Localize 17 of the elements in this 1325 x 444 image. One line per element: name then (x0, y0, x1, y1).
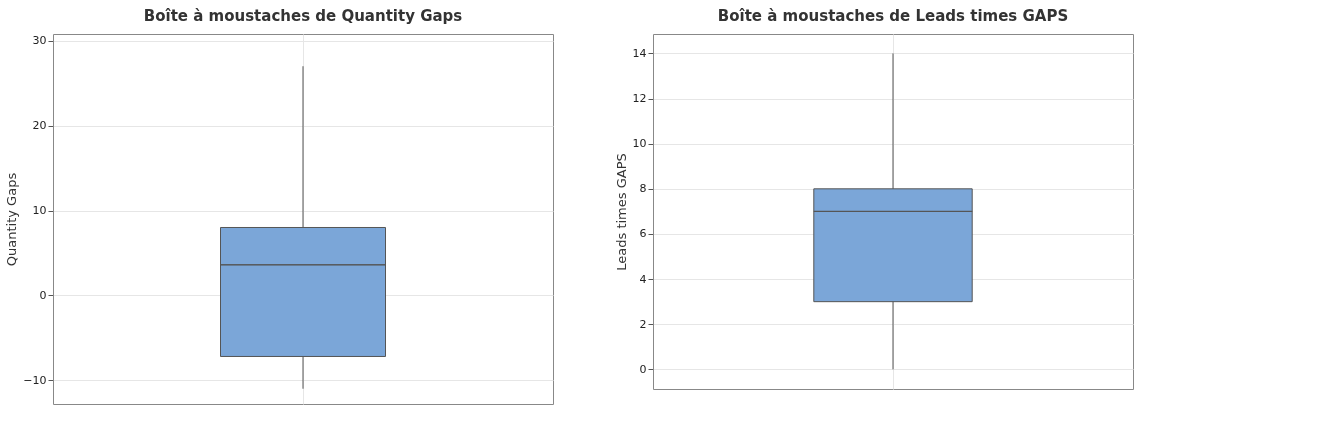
y-axis-title: Leads times GAPS (613, 153, 629, 271)
y-tick-label: 30 (32, 34, 47, 48)
y-tick-label: 20 (32, 119, 47, 133)
y-tick-label: 2 (639, 317, 647, 331)
y-tick-label: 8 (639, 182, 647, 196)
y-tick-label: 0 (39, 288, 47, 302)
chart-title: Boîte à moustaches de Leads times GAPS (717, 7, 1069, 25)
y-tick-label: 0 (639, 362, 647, 376)
y-tick-label: 10 (632, 137, 647, 151)
y-tick-label: 4 (639, 272, 647, 286)
y-tick-label: 12 (632, 92, 647, 106)
y-tick-label: 6 (639, 227, 647, 241)
y-tick-label: 14 (632, 46, 647, 60)
y-tick-label: −10 (23, 373, 47, 387)
chart-title: Boîte à moustaches de Quantity Gaps (143, 7, 463, 25)
y-axis-title: Quantity Gaps (4, 172, 20, 267)
y-tick-label: 10 (32, 204, 47, 218)
